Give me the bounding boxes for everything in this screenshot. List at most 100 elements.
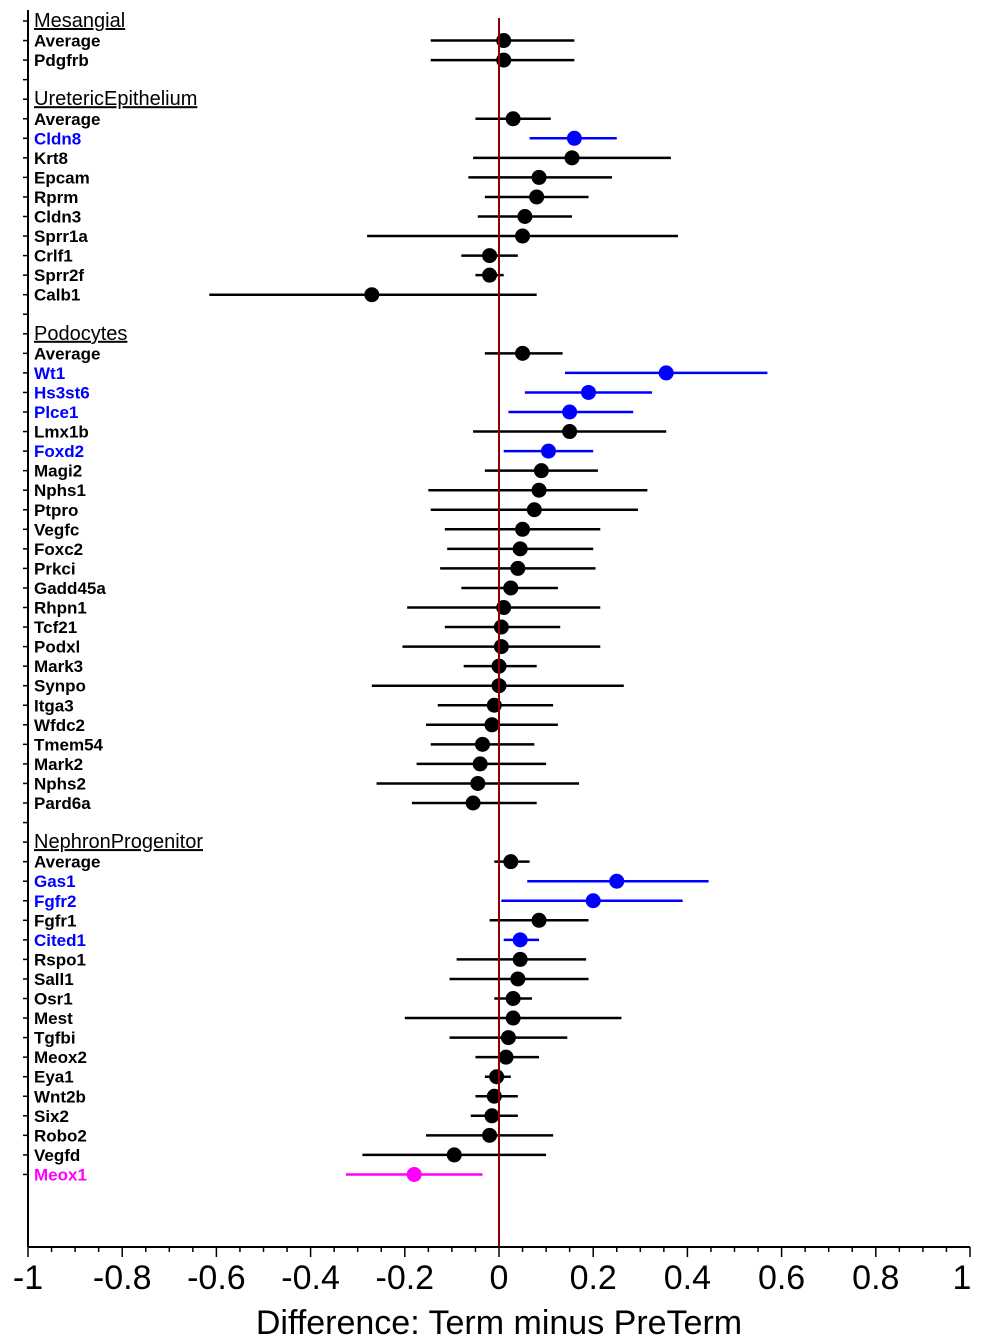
- row-label: Ptpro: [34, 501, 78, 520]
- estimate-point: [562, 424, 578, 440]
- row-label: Cldn3: [34, 208, 81, 227]
- row-label: Pdgfrb: [34, 51, 89, 70]
- estimate-point: [406, 1166, 422, 1182]
- row-label: Synpo: [34, 677, 86, 696]
- row-label: Wfdc2: [34, 716, 85, 735]
- row-label: Mest: [34, 1009, 73, 1028]
- estimate-point: [658, 365, 674, 381]
- row-label: Fgfr1: [34, 911, 77, 930]
- estimate-point: [505, 111, 521, 127]
- x-tick-label: 0.4: [664, 1259, 711, 1297]
- estimate-point: [482, 1127, 498, 1143]
- estimate-point: [526, 502, 542, 518]
- estimate-point: [512, 951, 528, 967]
- group-label: UretericEpithelium: [34, 88, 197, 110]
- row-label: Cldn8: [34, 129, 81, 148]
- estimate-point: [531, 912, 547, 928]
- x-tick-label: 0.2: [570, 1259, 617, 1297]
- row-label: Wnt2b: [34, 1087, 86, 1106]
- estimate-point: [531, 482, 547, 498]
- estimate-point: [580, 384, 596, 400]
- row-label: Lmx1b: [34, 423, 89, 442]
- estimate-point: [515, 345, 531, 361]
- row-label: Epcam: [34, 168, 90, 187]
- row-label: Mark3: [34, 657, 83, 676]
- row-label: Foxd2: [34, 442, 84, 461]
- row-label: Robo2: [34, 1126, 87, 1145]
- estimate-point: [503, 580, 519, 596]
- row-label: Cited1: [34, 931, 86, 950]
- estimate-point: [465, 795, 481, 811]
- estimate-point: [364, 287, 380, 303]
- row-label: Tgfbi: [34, 1029, 76, 1048]
- row-label: Fgfr2: [34, 892, 77, 911]
- x-tick-label: -0.2: [376, 1259, 435, 1297]
- estimate-point: [489, 1069, 505, 1085]
- estimate-point: [503, 854, 519, 870]
- estimate-point: [505, 991, 521, 1006]
- estimate-point: [609, 873, 625, 889]
- estimate-point: [533, 463, 549, 479]
- row-label: Pard6a: [34, 794, 91, 813]
- estimate-point: [493, 639, 509, 655]
- row-label: Sprr1a: [34, 227, 88, 246]
- estimate-point: [482, 267, 498, 283]
- row-label: Average: [34, 110, 100, 129]
- group-label: Mesangial: [34, 10, 125, 32]
- row-label: Podxl: [34, 638, 80, 657]
- estimate-point: [512, 932, 528, 948]
- estimate-point: [562, 404, 578, 420]
- group-label: NephronProgenitor: [34, 831, 203, 853]
- row-label: Prkci: [34, 559, 76, 578]
- row-label: Wt1: [34, 364, 65, 383]
- row-label: Hs3st6: [34, 383, 90, 402]
- estimate-point: [515, 521, 531, 537]
- estimate-point: [512, 541, 528, 557]
- x-tick-label: -0.4: [281, 1259, 340, 1297]
- estimate-point: [475, 736, 491, 752]
- x-tick-label: 0.6: [758, 1259, 805, 1297]
- estimate-point: [566, 130, 582, 146]
- estimate-point: [531, 169, 547, 185]
- estimate-point: [470, 775, 486, 791]
- estimate-point: [540, 443, 556, 459]
- row-label: Nphs1: [34, 481, 86, 500]
- estimate-point: [529, 189, 545, 205]
- row-label: Crlf1: [34, 247, 73, 266]
- estimate-point: [564, 150, 580, 166]
- row-label: Tmem54: [34, 735, 104, 754]
- row-label: Calb1: [34, 286, 80, 305]
- row-label: Six2: [34, 1107, 69, 1126]
- row-label: Meox2: [34, 1048, 87, 1067]
- x-tick-label: 0.8: [852, 1259, 899, 1297]
- row-label: Vegfd: [34, 1146, 80, 1165]
- estimate-point: [510, 971, 526, 987]
- estimate-point: [484, 717, 500, 733]
- x-tick-label: 0: [490, 1259, 509, 1297]
- row-label: Tcf21: [34, 618, 77, 637]
- estimate-point: [585, 893, 601, 909]
- row-label: Vegfc: [34, 520, 79, 539]
- row-label: Sprr2f: [34, 266, 84, 285]
- row-label: Rhpn1: [34, 599, 87, 618]
- x-tick-label: -1: [13, 1259, 43, 1297]
- estimate-point: [446, 1147, 462, 1163]
- row-label: Plce1: [34, 403, 78, 422]
- row-label: Average: [34, 853, 100, 872]
- x-axis-title: Difference: Term minus PreTerm: [256, 1304, 742, 1342]
- estimate-point: [498, 1049, 514, 1065]
- estimate-point: [482, 248, 498, 264]
- rows-layer: Mesangial Average Pdgfrb UretericEpithelium…: [34, 10, 768, 1184]
- row-label: Rspo1: [34, 950, 86, 969]
- row-label: Itga3: [34, 696, 74, 715]
- estimate-point: [505, 1010, 521, 1026]
- row-label: Sall1: [34, 970, 74, 989]
- row-label: Osr1: [34, 990, 73, 1009]
- estimate-point: [500, 1030, 516, 1046]
- x-tick-label: -0.8: [93, 1259, 152, 1297]
- row-label: Rprm: [34, 188, 78, 207]
- x-tick-label: 1: [953, 1259, 972, 1297]
- x-axis: -1 -0.8 -0.6 -0.4 -0.2 0 0.2 0.4 0.6 0.8 1: [13, 10, 972, 1297]
- row-label: Krt8: [34, 149, 68, 168]
